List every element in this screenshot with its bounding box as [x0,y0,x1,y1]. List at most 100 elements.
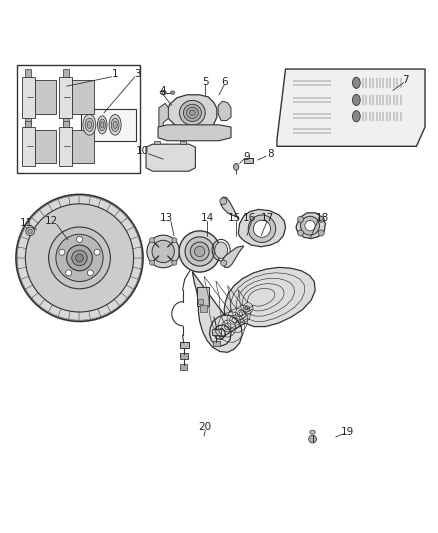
Circle shape [77,237,82,243]
Circle shape [149,238,155,243]
Circle shape [297,216,304,222]
Circle shape [152,240,174,263]
Ellipse shape [180,100,205,125]
Text: 12: 12 [45,216,58,227]
Circle shape [309,435,316,443]
FancyBboxPatch shape [290,76,336,91]
FancyBboxPatch shape [290,93,336,108]
Polygon shape [146,144,195,171]
Text: 1: 1 [112,69,118,79]
Circle shape [49,227,110,289]
Bar [180,342,189,348]
Text: 10: 10 [136,147,149,157]
Circle shape [248,215,276,243]
Text: 20: 20 [199,423,212,432]
Circle shape [28,229,32,233]
Ellipse shape [87,121,92,128]
Polygon shape [63,120,69,127]
Ellipse shape [101,122,104,128]
Ellipse shape [85,118,94,132]
Circle shape [149,260,155,265]
FancyBboxPatch shape [290,124,336,140]
Polygon shape [59,127,72,166]
Polygon shape [25,120,31,127]
Bar [212,329,221,335]
Text: 6: 6 [221,77,227,87]
Polygon shape [72,80,94,114]
Polygon shape [296,213,325,239]
Ellipse shape [184,104,201,122]
Polygon shape [159,103,168,129]
Circle shape [179,231,220,272]
Circle shape [297,230,304,236]
FancyBboxPatch shape [290,109,336,124]
Polygon shape [277,69,425,147]
Text: 8: 8 [267,149,274,159]
Ellipse shape [111,118,119,132]
Polygon shape [35,130,56,163]
Circle shape [16,195,143,321]
Circle shape [76,254,83,262]
Polygon shape [21,77,35,118]
Text: 3: 3 [134,69,141,79]
Circle shape [59,249,65,255]
Bar [150,147,192,169]
Bar [197,287,208,306]
Text: 7: 7 [403,75,409,85]
Text: 4: 4 [159,85,166,95]
Ellipse shape [189,110,195,116]
Bar [180,365,187,369]
Bar [213,341,220,346]
Polygon shape [166,95,217,131]
Circle shape [190,242,209,261]
Circle shape [66,270,72,276]
Bar [180,353,188,359]
Ellipse shape [353,77,360,88]
Text: 18: 18 [315,213,328,223]
Ellipse shape [170,91,175,94]
Polygon shape [238,209,286,247]
Text: 5: 5 [202,77,208,87]
Circle shape [305,221,315,231]
Polygon shape [63,69,69,77]
Circle shape [300,216,319,235]
Ellipse shape [310,430,315,434]
Polygon shape [180,141,187,144]
Bar [244,158,253,163]
Text: 17: 17 [261,213,274,223]
Circle shape [26,227,35,236]
Circle shape [318,230,324,236]
Circle shape [87,270,93,276]
Polygon shape [218,101,231,120]
Ellipse shape [215,242,228,259]
Bar [17,64,140,173]
Circle shape [221,260,227,266]
Polygon shape [72,130,94,163]
Polygon shape [192,268,315,352]
Polygon shape [221,197,238,219]
Circle shape [67,245,92,271]
Ellipse shape [160,91,166,95]
Circle shape [172,238,177,243]
Bar [198,299,203,304]
Circle shape [220,198,227,205]
Ellipse shape [99,119,105,131]
Polygon shape [158,125,231,141]
Ellipse shape [98,116,107,134]
Circle shape [253,220,271,237]
Polygon shape [63,118,69,124]
FancyBboxPatch shape [358,93,404,107]
Circle shape [56,235,103,281]
Polygon shape [59,77,72,118]
Circle shape [147,235,180,268]
Polygon shape [223,246,244,268]
Ellipse shape [113,121,117,128]
Circle shape [72,250,87,265]
Polygon shape [154,141,160,144]
Ellipse shape [109,115,121,135]
Polygon shape [25,69,31,77]
Circle shape [185,237,214,266]
Text: 9: 9 [244,152,250,162]
Text: 11: 11 [20,217,33,228]
Ellipse shape [353,94,360,106]
